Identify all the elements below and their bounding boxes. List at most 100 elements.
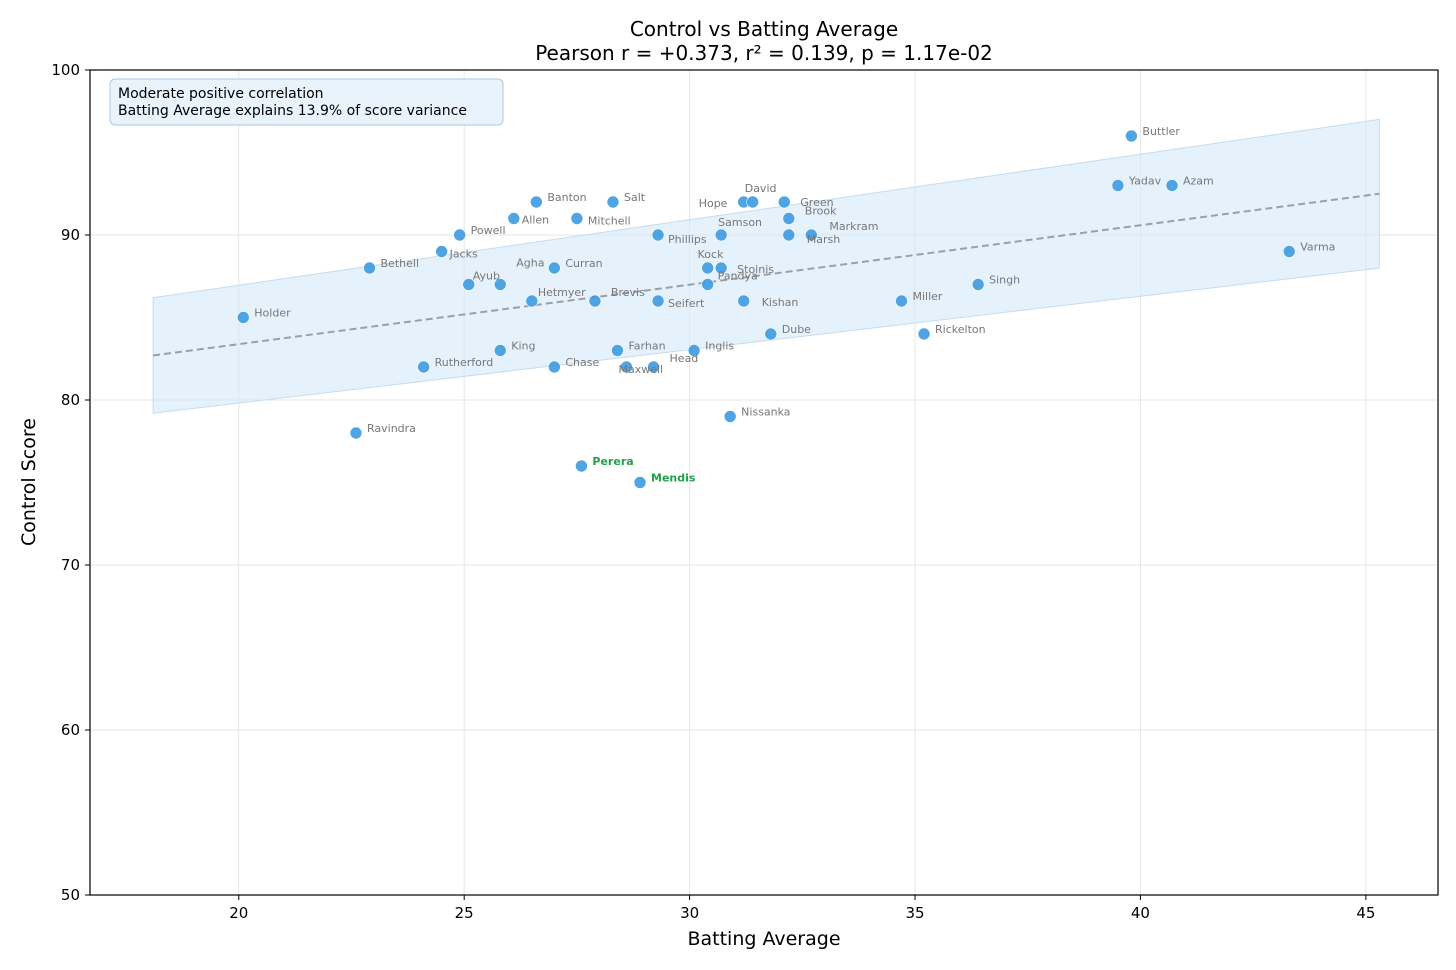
point-label: Azam [1183,175,1214,188]
chart-subtitle: Pearson r = +0.373, r² = 0.139, p = 1.17… [535,41,993,65]
point-label: Salt [624,191,646,204]
point-label: Ayub [473,270,500,283]
data-point [570,212,584,225]
data-point [701,278,714,291]
data-point [236,311,250,324]
point-label: Ravindra [367,422,416,435]
data-point [1111,179,1125,192]
data-point [462,278,476,291]
point-label: Hetmyer [538,286,586,299]
point-label: Mitchell [588,215,631,228]
data-point [417,360,430,374]
annotation-line2: Batting Average explains 13.9% of score … [118,103,467,119]
point-label: Brevis [611,286,645,299]
data-point [548,360,561,374]
data-point [493,278,507,291]
y-tick-label: 50 [61,886,80,904]
data-point [737,294,751,308]
x-axis-ticks: 20 25 30 35 40 45 [229,895,1375,922]
data-point [588,294,602,308]
data-point [782,228,796,242]
point-label: Rutherford [435,356,494,369]
data-point [453,228,466,242]
point-label: Brook [805,205,837,218]
data-point [1282,245,1296,258]
point-label: Maxwell [618,363,663,376]
data-point [895,294,908,308]
point-label: Holder [254,307,291,320]
annotation-background [109,78,504,126]
point-label: Bethell [381,257,419,270]
y-axis-ticks: 50 60 70 80 90 100 [51,61,90,904]
point-label: Rickelton [935,323,986,336]
point-label: Allen [522,214,549,227]
x-tick-label: 25 [455,904,474,922]
point-label: Jacks [449,248,478,261]
y-tick-label: 100 [51,61,80,79]
point-label: Kock [698,248,724,261]
point-label: Agha [516,257,544,270]
point-label: Hope [699,197,728,210]
data-point [651,228,665,242]
data-point [548,261,561,275]
point-label: Green [800,196,833,209]
data-point [575,459,588,473]
annotation-line1: Moderate positive correlation [118,86,324,102]
data-point [507,212,521,225]
data-point [525,294,539,308]
data-point [687,344,701,357]
data-point [805,228,818,242]
point-label: Dube [782,323,811,336]
point-label: Yadav [1128,175,1162,188]
point-label: Pandya [718,270,758,283]
data-point [701,261,714,275]
x-axis-label: Batting Average [687,928,840,950]
x-tick-label: 35 [905,904,924,922]
y-tick-label: 80 [61,391,80,409]
annotation-box: Moderate positive correlation Batting Av… [109,78,504,126]
data-point [435,245,448,258]
data-point [611,344,624,357]
point-label: Varma [1300,241,1335,254]
data-point [349,426,363,440]
point-label: Inglis [705,340,734,353]
data-point [764,327,778,341]
y-tick-label: 60 [61,721,80,739]
point-label: Farhan [628,340,665,353]
point-label: Miller [913,290,943,303]
data-point [1125,129,1138,143]
point-label: Mendis [651,472,696,485]
data-point [746,195,760,209]
point-label: Markram [829,220,878,233]
data-point [530,195,543,209]
y-axis-label: Control Score [18,418,40,546]
data-point [782,212,796,225]
point-label: Kishan [762,296,799,309]
point-label: Stoinis [737,263,774,276]
data-point [917,327,931,341]
x-tick-label: 30 [680,904,699,922]
point-label: Nissanka [741,406,790,419]
x-tick-label: 20 [229,904,248,922]
point-label: Powell [471,224,506,237]
data-point [647,360,660,374]
data-point [493,344,507,357]
x-tick-label: 45 [1356,904,1375,922]
point-label: Marsh [807,233,840,246]
data-point [714,228,728,242]
data-point [620,360,633,374]
data-point [777,195,791,209]
point-label: Seifert [668,297,705,310]
point-label: David [745,182,777,195]
chart-title: Control vs Batting Average [630,17,898,41]
point-labels: Holder Ravindra Bethell Rutherford Jacks Powe… [254,125,1335,485]
point-label: Samson [718,216,762,229]
point-label: Buttler [1142,125,1180,138]
data-point [723,410,737,423]
point-label: Banton [547,191,586,204]
data-point [971,278,985,291]
data-point [1165,179,1179,192]
point-label: Phillips [668,233,707,246]
data-point [606,195,620,209]
data-point [633,476,647,489]
